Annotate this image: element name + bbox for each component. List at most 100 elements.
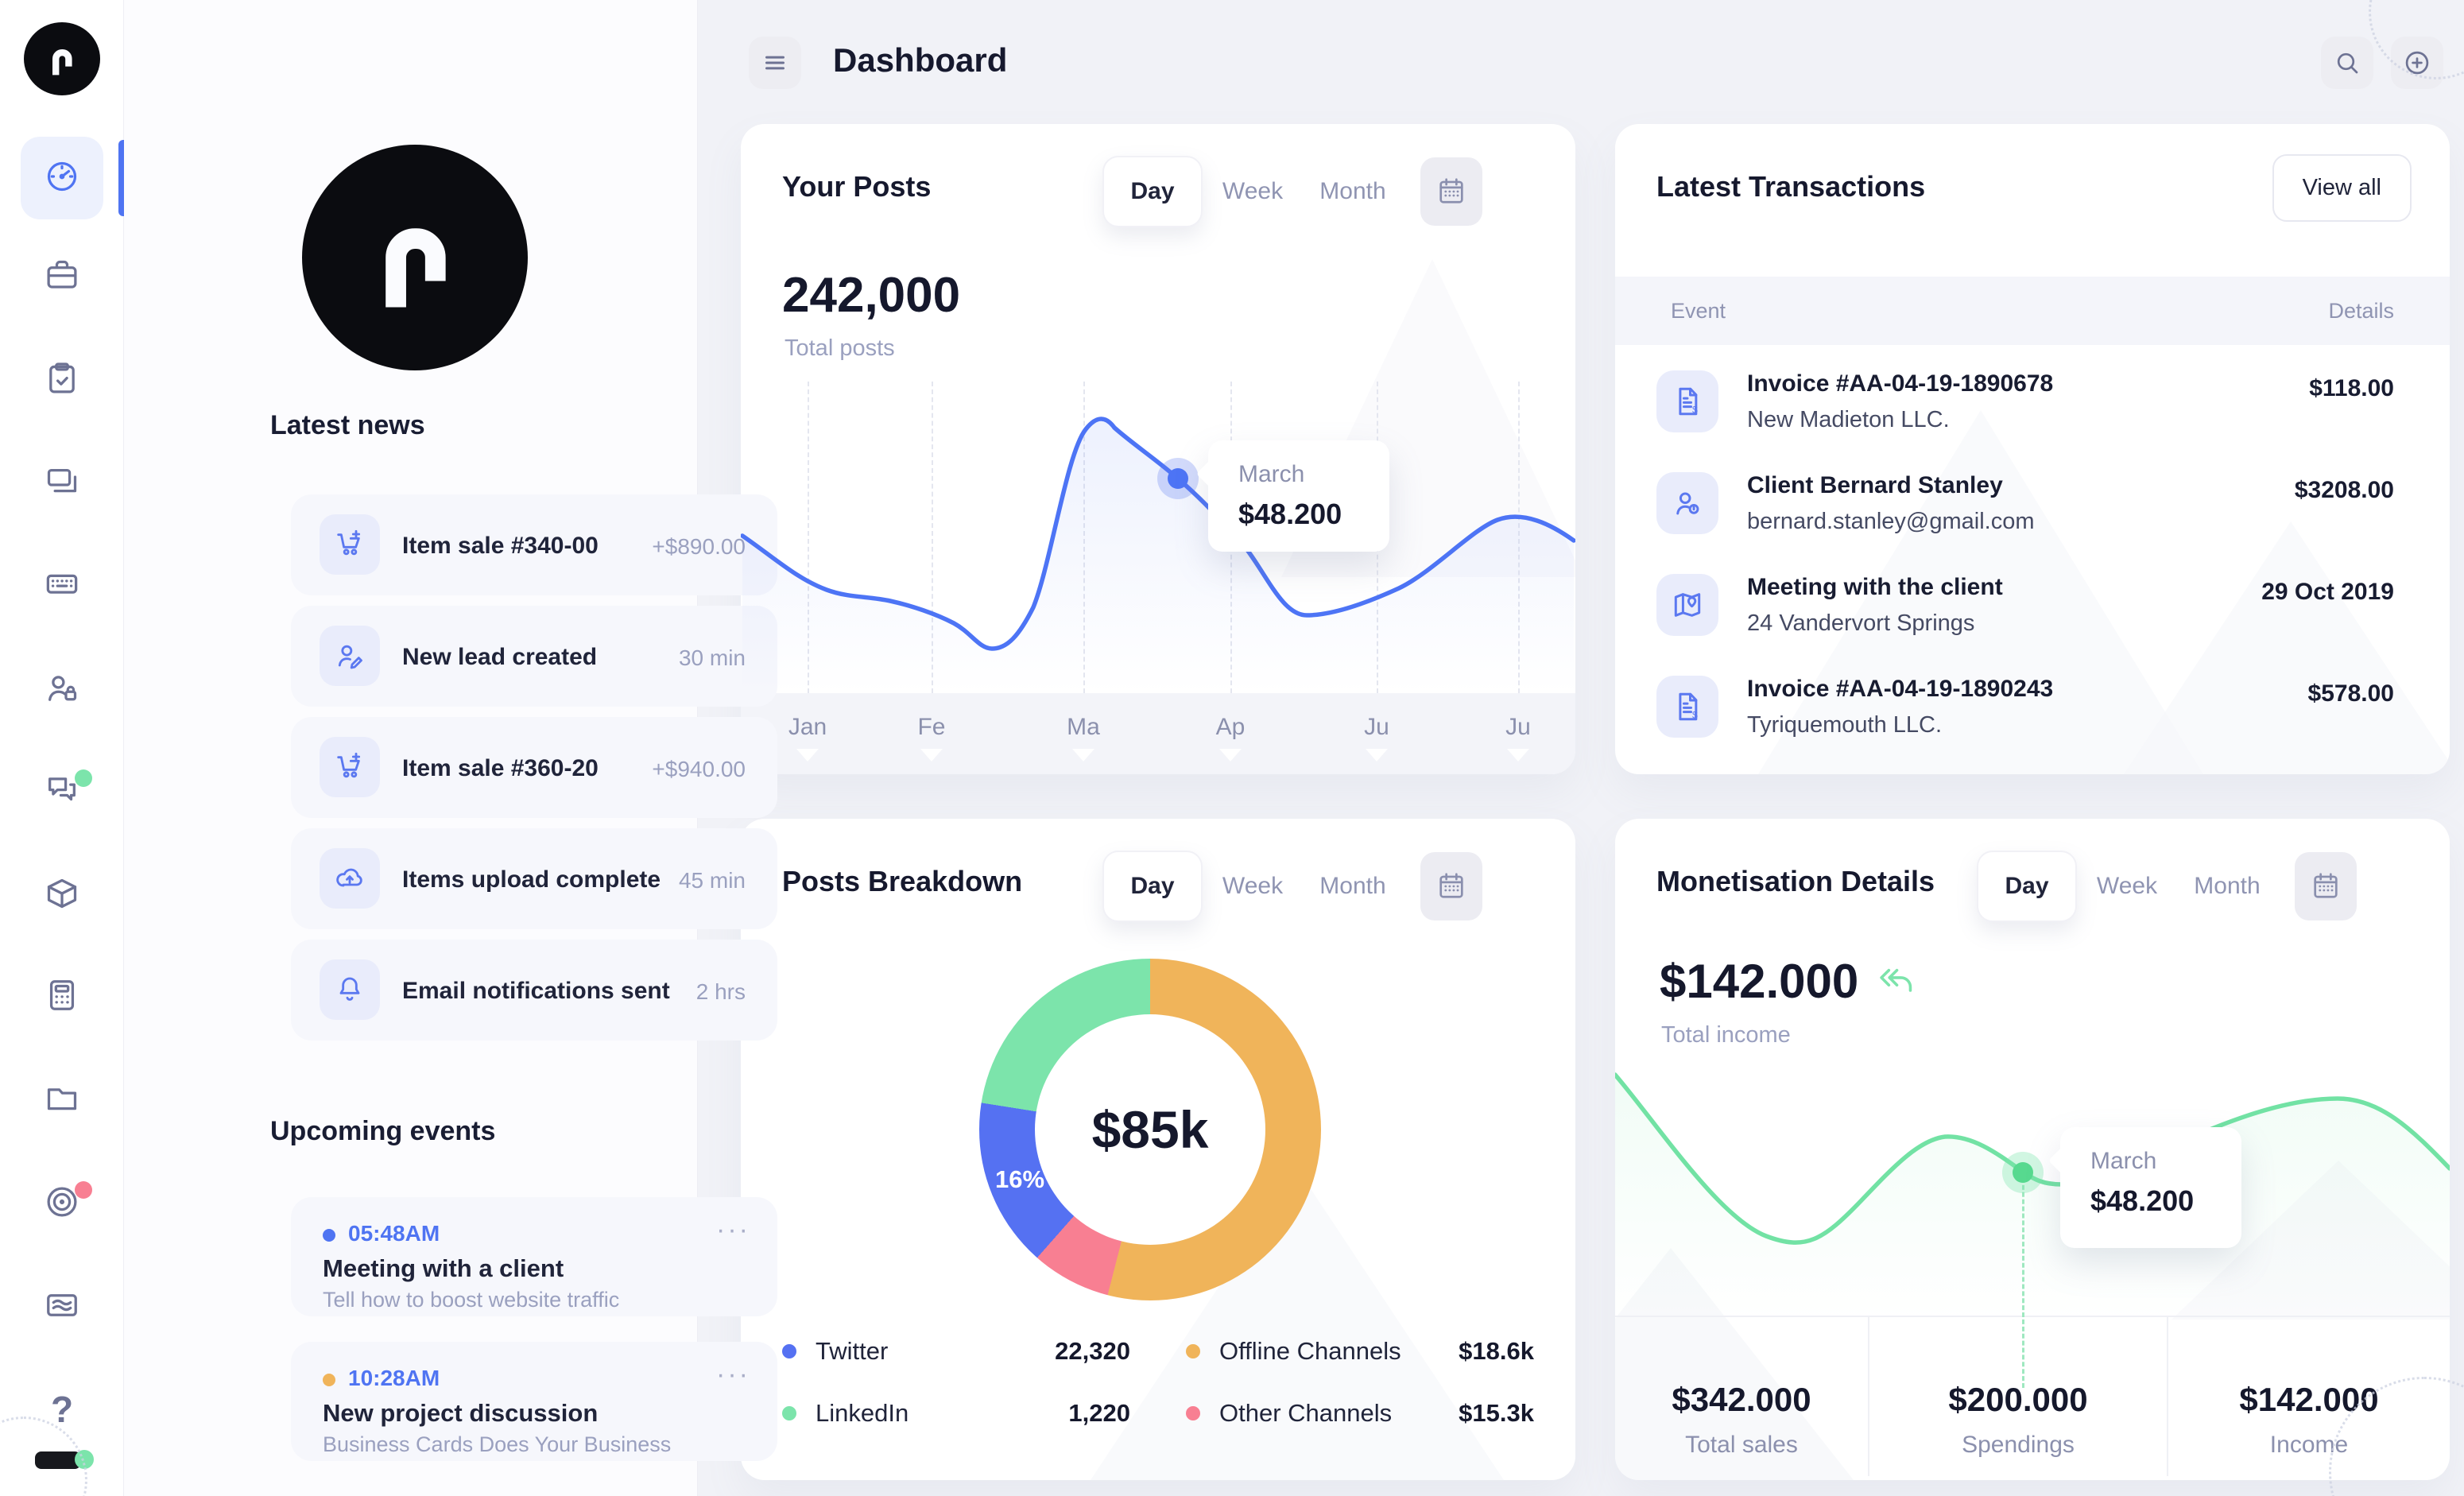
legend-item[interactable]: Twitter 22,320 — [782, 1337, 1130, 1366]
tab-week[interactable]: Week — [2096, 873, 2158, 899]
event-time: 05:48AM — [348, 1221, 440, 1246]
news-item[interactable]: Email notifications sent 2 hrs — [291, 940, 777, 1041]
news-item[interactable]: Item sale #340-00 +$890.00 — [291, 494, 777, 595]
notification-badge — [75, 769, 92, 787]
highlight-dashed-line — [2022, 1178, 2024, 1388]
sidebar-item-billing[interactable] — [21, 955, 103, 1038]
income-line-chart — [1615, 1072, 2450, 1320]
tab-day[interactable]: Day — [1102, 156, 1203, 227]
monetisation-title: Monetisation Details — [1656, 865, 1935, 897]
legend-label: LinkedIn — [816, 1399, 909, 1427]
clipboard-check-icon — [44, 360, 80, 401]
legend-item[interactable]: Other Channels $15.3k — [1186, 1399, 1534, 1428]
sidebar-item-tasks[interactable] — [21, 339, 103, 421]
legend-value: $15.3k — [1459, 1399, 1534, 1427]
cart-plus-icon — [320, 737, 380, 797]
calendar-button[interactable] — [1420, 852, 1482, 920]
sidebar-item-slides[interactable] — [21, 441, 103, 524]
legend-dot — [782, 1344, 796, 1358]
event-menu-button[interactable]: ··· — [716, 1359, 750, 1389]
transaction-title: Meeting with the client — [1747, 574, 2003, 600]
sidebar-item-products[interactable] — [21, 854, 103, 936]
notification-badge — [75, 1181, 92, 1199]
transaction-title: Client Bernard Stanley — [1747, 472, 2003, 498]
page-title: Dashboard — [833, 41, 1008, 79]
donut-center-value: $85k — [1091, 1100, 1209, 1159]
icon-rail: ? — [0, 0, 124, 1496]
sidebar-item-newsletter[interactable] — [21, 1265, 103, 1348]
sidebar-item-jobs[interactable] — [21, 235, 103, 318]
x-axis-label: Ma — [1052, 714, 1115, 762]
mail-wave-icon — [44, 1287, 80, 1327]
tab-week[interactable]: Week — [1222, 178, 1284, 204]
news-item[interactable]: Items upload complete 45 min — [291, 828, 777, 929]
layers-icon — [44, 463, 80, 503]
news-title: New lead created — [402, 644, 598, 670]
news-item[interactable]: Item sale #360-20 +$940.00 — [291, 717, 777, 818]
news-list: Item sale #340-00 +$890.00 New lead create… — [291, 494, 777, 1051]
app-logo[interactable] — [24, 22, 100, 95]
news-item[interactable]: New lead created 30 min — [291, 606, 777, 707]
transaction-value: 29 Oct 2019 — [2261, 579, 2394, 605]
legend-dot — [782, 1406, 796, 1420]
event-item[interactable]: 10:28AM New project discussion Business Ca… — [291, 1342, 777, 1461]
sidebar-item-clients[interactable] — [21, 649, 103, 731]
news-title: Items upload complete — [402, 866, 661, 893]
news-meta: 30 min — [678, 645, 746, 670]
transaction-subtitle: New Madieton LLC. — [1747, 407, 1950, 432]
legend-item[interactable]: Offline Channels $18.6k — [1186, 1337, 1534, 1366]
tab-week[interactable]: Week — [1222, 873, 1284, 899]
transaction-row[interactable]: Client Bernard Stanley bernard.stanley@gm… — [1615, 455, 2450, 556]
user-lock-icon — [44, 670, 80, 711]
income-highlight-marker[interactable] — [2002, 1152, 2044, 1193]
search-button[interactable] — [2321, 37, 2373, 89]
transaction-row[interactable]: $ Invoice #AA-04-19-1890243 Tyriquemouth L… — [1615, 658, 2450, 760]
x-axis-label: Ju — [1486, 714, 1550, 762]
column-details: Details — [2328, 299, 2394, 323]
search-icon — [2337, 52, 2358, 74]
transaction-row[interactable]: Meeting with the client 24 Vandervort Spr… — [1615, 556, 2450, 658]
menu-button[interactable] — [749, 37, 801, 89]
tab-month[interactable]: Month — [1319, 873, 1386, 899]
sidebar-item-goals[interactable] — [21, 1162, 103, 1245]
sidebar-item-dashboard[interactable] — [21, 137, 124, 219]
sidebar: Latest news Item sale #340-00 +$890.00 New… — [124, 0, 777, 1496]
sidebar-item-files[interactable] — [21, 1059, 103, 1141]
upcoming-events-heading: Upcoming events — [270, 1116, 496, 1146]
view-all-button[interactable]: View all — [2272, 154, 2412, 222]
cloud-upload-icon — [320, 848, 380, 909]
calendar-button[interactable] — [1420, 157, 1482, 226]
stat-label: Spendings — [1962, 1432, 2075, 1458]
tab-day[interactable]: Day — [1977, 851, 2077, 922]
news-title: Item sale #340-00 — [402, 533, 599, 559]
posts-line-chart — [741, 417, 1575, 693]
legend-value: 1,220 — [1068, 1399, 1130, 1427]
your-posts-tabs: Day Week Month — [1102, 156, 1482, 227]
calendar-button[interactable] — [2295, 852, 2357, 920]
news-title: Item sale #360-20 — [402, 755, 599, 781]
event-menu-button[interactable]: ··· — [716, 1215, 750, 1245]
sidebar-item-keyboard[interactable] — [21, 544, 103, 626]
donut-hole: $85k — [1035, 1014, 1265, 1245]
legend-item[interactable]: LinkedIn 1,220 — [782, 1399, 1130, 1428]
transaction-value: $118.00 — [2309, 375, 2394, 401]
reply-arrows-icon — [1880, 968, 1912, 992]
transaction-row[interactable]: $ Invoice #AA-04-19-1890678 New Madieton L… — [1615, 353, 2450, 455]
event-item[interactable]: 05:48AM Meeting with a client Tell how to … — [291, 1197, 777, 1316]
posts-highlight-marker[interactable] — [1157, 458, 1199, 499]
x-axis-label: Ju — [1345, 714, 1408, 762]
x-axis-label: Ap — [1199, 714, 1262, 762]
your-posts-card: Your Posts Day Week Month 242,000 Total po… — [741, 124, 1575, 774]
tab-month[interactable]: Month — [2194, 873, 2261, 899]
stat-label: Total sales — [1685, 1432, 1798, 1458]
legend-dot — [1186, 1344, 1200, 1358]
legend-value: $18.6k — [1459, 1337, 1534, 1365]
transactions-header-row: Event Details — [1615, 277, 2450, 345]
tab-day[interactable]: Day — [1102, 851, 1203, 922]
news-title: Email notifications sent — [402, 978, 670, 1004]
sidebar-item-messages[interactable] — [21, 750, 103, 833]
tab-month[interactable]: Month — [1319, 178, 1386, 204]
event-subtitle: Tell how to boost website traffic — [323, 1288, 620, 1312]
sidebar-item-help[interactable]: ? — [21, 1368, 103, 1451]
